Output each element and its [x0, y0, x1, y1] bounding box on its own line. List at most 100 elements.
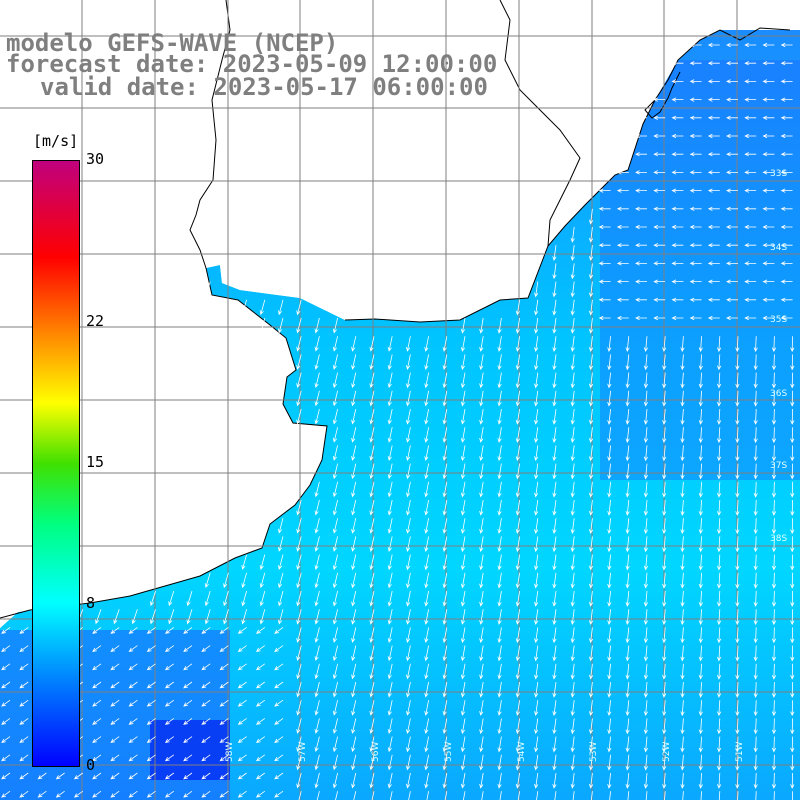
wind-arrow: [689, 79, 702, 84]
wind-arrow: [552, 499, 557, 516]
wind-arrow: [680, 354, 685, 371]
longitude-label: 54W: [517, 742, 527, 762]
wind-arrow: [735, 408, 740, 425]
wind-arrow: [753, 481, 758, 498]
wind-arrow: [698, 372, 703, 389]
wind-arrow: [744, 152, 757, 157]
wind-arrow: [598, 206, 611, 211]
wind-arrow: [515, 572, 520, 589]
wind-arrow: [219, 663, 229, 671]
wind-arrow: [607, 681, 612, 698]
wind-arrow: [183, 718, 193, 725]
wind-arrow: [570, 336, 575, 352]
wind-arrow: [753, 572, 758, 589]
wind-arrow: [680, 700, 685, 717]
wind-arrow: [201, 699, 211, 707]
wind-arrow: [164, 645, 175, 653]
wind-arrow: [552, 317, 557, 334]
wind-arrow: [753, 390, 758, 407]
wind-arrow: [332, 427, 338, 443]
wind-arrow: [588, 718, 594, 735]
longitude-label: 58W: [225, 742, 235, 762]
wind-arrow: [515, 700, 520, 716]
wind-arrow: [771, 481, 777, 498]
wind-arrow: [92, 790, 102, 798]
wind-arrow: [625, 681, 630, 698]
wind-arrow: [735, 427, 740, 444]
wind-arrow: [255, 627, 266, 634]
wind-arrow: [570, 390, 575, 407]
wind-arrow: [241, 554, 247, 570]
wind-arrow: [588, 263, 594, 280]
wind-arrow: [219, 790, 229, 798]
wind-arrow: [698, 336, 703, 353]
wind-arrow: [534, 317, 539, 334]
lagoon-shore: [644, 71, 681, 119]
colorbar-tick-label: 15: [86, 453, 105, 471]
wind-arrow: [424, 554, 429, 571]
wind-arrow: [762, 261, 775, 266]
wind-arrow: [1, 699, 11, 707]
wind-arrow: [1, 663, 11, 671]
wind-arrow: [625, 645, 630, 662]
wind-arrow: [314, 590, 320, 607]
wind-arrow: [698, 445, 703, 462]
wind-arrow: [460, 572, 466, 589]
wind-arrow: [183, 627, 193, 634]
wind-arrow: [780, 188, 793, 193]
wind-arrow: [460, 645, 466, 662]
wind-arrow: [314, 518, 320, 534]
wind-arrow: [146, 681, 156, 689]
wind-arrow: [406, 663, 411, 680]
wind-arrow: [717, 754, 722, 771]
wind-arrow: [717, 681, 722, 698]
wind-arrow: [707, 188, 720, 193]
wind-arrow: [707, 115, 720, 120]
wind-arrow: [369, 663, 375, 680]
wind-arrow: [790, 390, 795, 407]
wind-arrow: [110, 663, 120, 671]
wind-arrow: [662, 772, 667, 789]
wind-arrow: [55, 790, 65, 798]
wind-arrow: [183, 663, 193, 671]
wind-arrow: [241, 590, 247, 607]
wind-arrow: [771, 590, 777, 607]
wind-arrow: [726, 170, 738, 175]
wind-arrow: [406, 627, 411, 643]
wind-arrow: [92, 754, 102, 762]
wind-arrow: [406, 681, 411, 698]
wind-arrow: [534, 572, 539, 589]
wind-arrow: [625, 445, 630, 462]
wind-arrow: [146, 699, 156, 707]
wind-arrow: [497, 627, 502, 644]
wind-arrow: [689, 279, 702, 284]
wind-arrow: [110, 718, 120, 725]
wind-arrow: [744, 243, 757, 248]
wind-arrow: [296, 518, 302, 534]
wind-arrow: [369, 681, 375, 698]
wind-arrow: [671, 297, 684, 302]
wind-arrow: [406, 372, 411, 389]
wind-arrow: [406, 590, 411, 607]
wind-arrow: [707, 133, 720, 139]
wind-arrow: [369, 445, 375, 461]
wind-arrow: [92, 663, 102, 671]
wind-arrow: [479, 718, 484, 735]
wind-arrow: [643, 772, 649, 789]
wind-arrow: [753, 499, 758, 516]
wind-arrow: [662, 663, 667, 680]
wind-arrow: [643, 463, 649, 480]
wind-arrow: [771, 700, 777, 717]
wind-arrow: [588, 627, 594, 644]
wind-arrow: [588, 354, 594, 371]
wind-arrow: [662, 499, 667, 516]
wind-arrow: [662, 463, 667, 480]
wind-arrow: [497, 681, 502, 698]
wind-arrow: [689, 97, 702, 102]
wind-arrow: [753, 354, 758, 371]
wind-arrow: [183, 772, 193, 780]
wind-arrow: [707, 170, 720, 175]
wind-arrow: [332, 372, 338, 389]
wind-arrow: [259, 572, 266, 589]
wind-arrow: [726, 279, 738, 284]
